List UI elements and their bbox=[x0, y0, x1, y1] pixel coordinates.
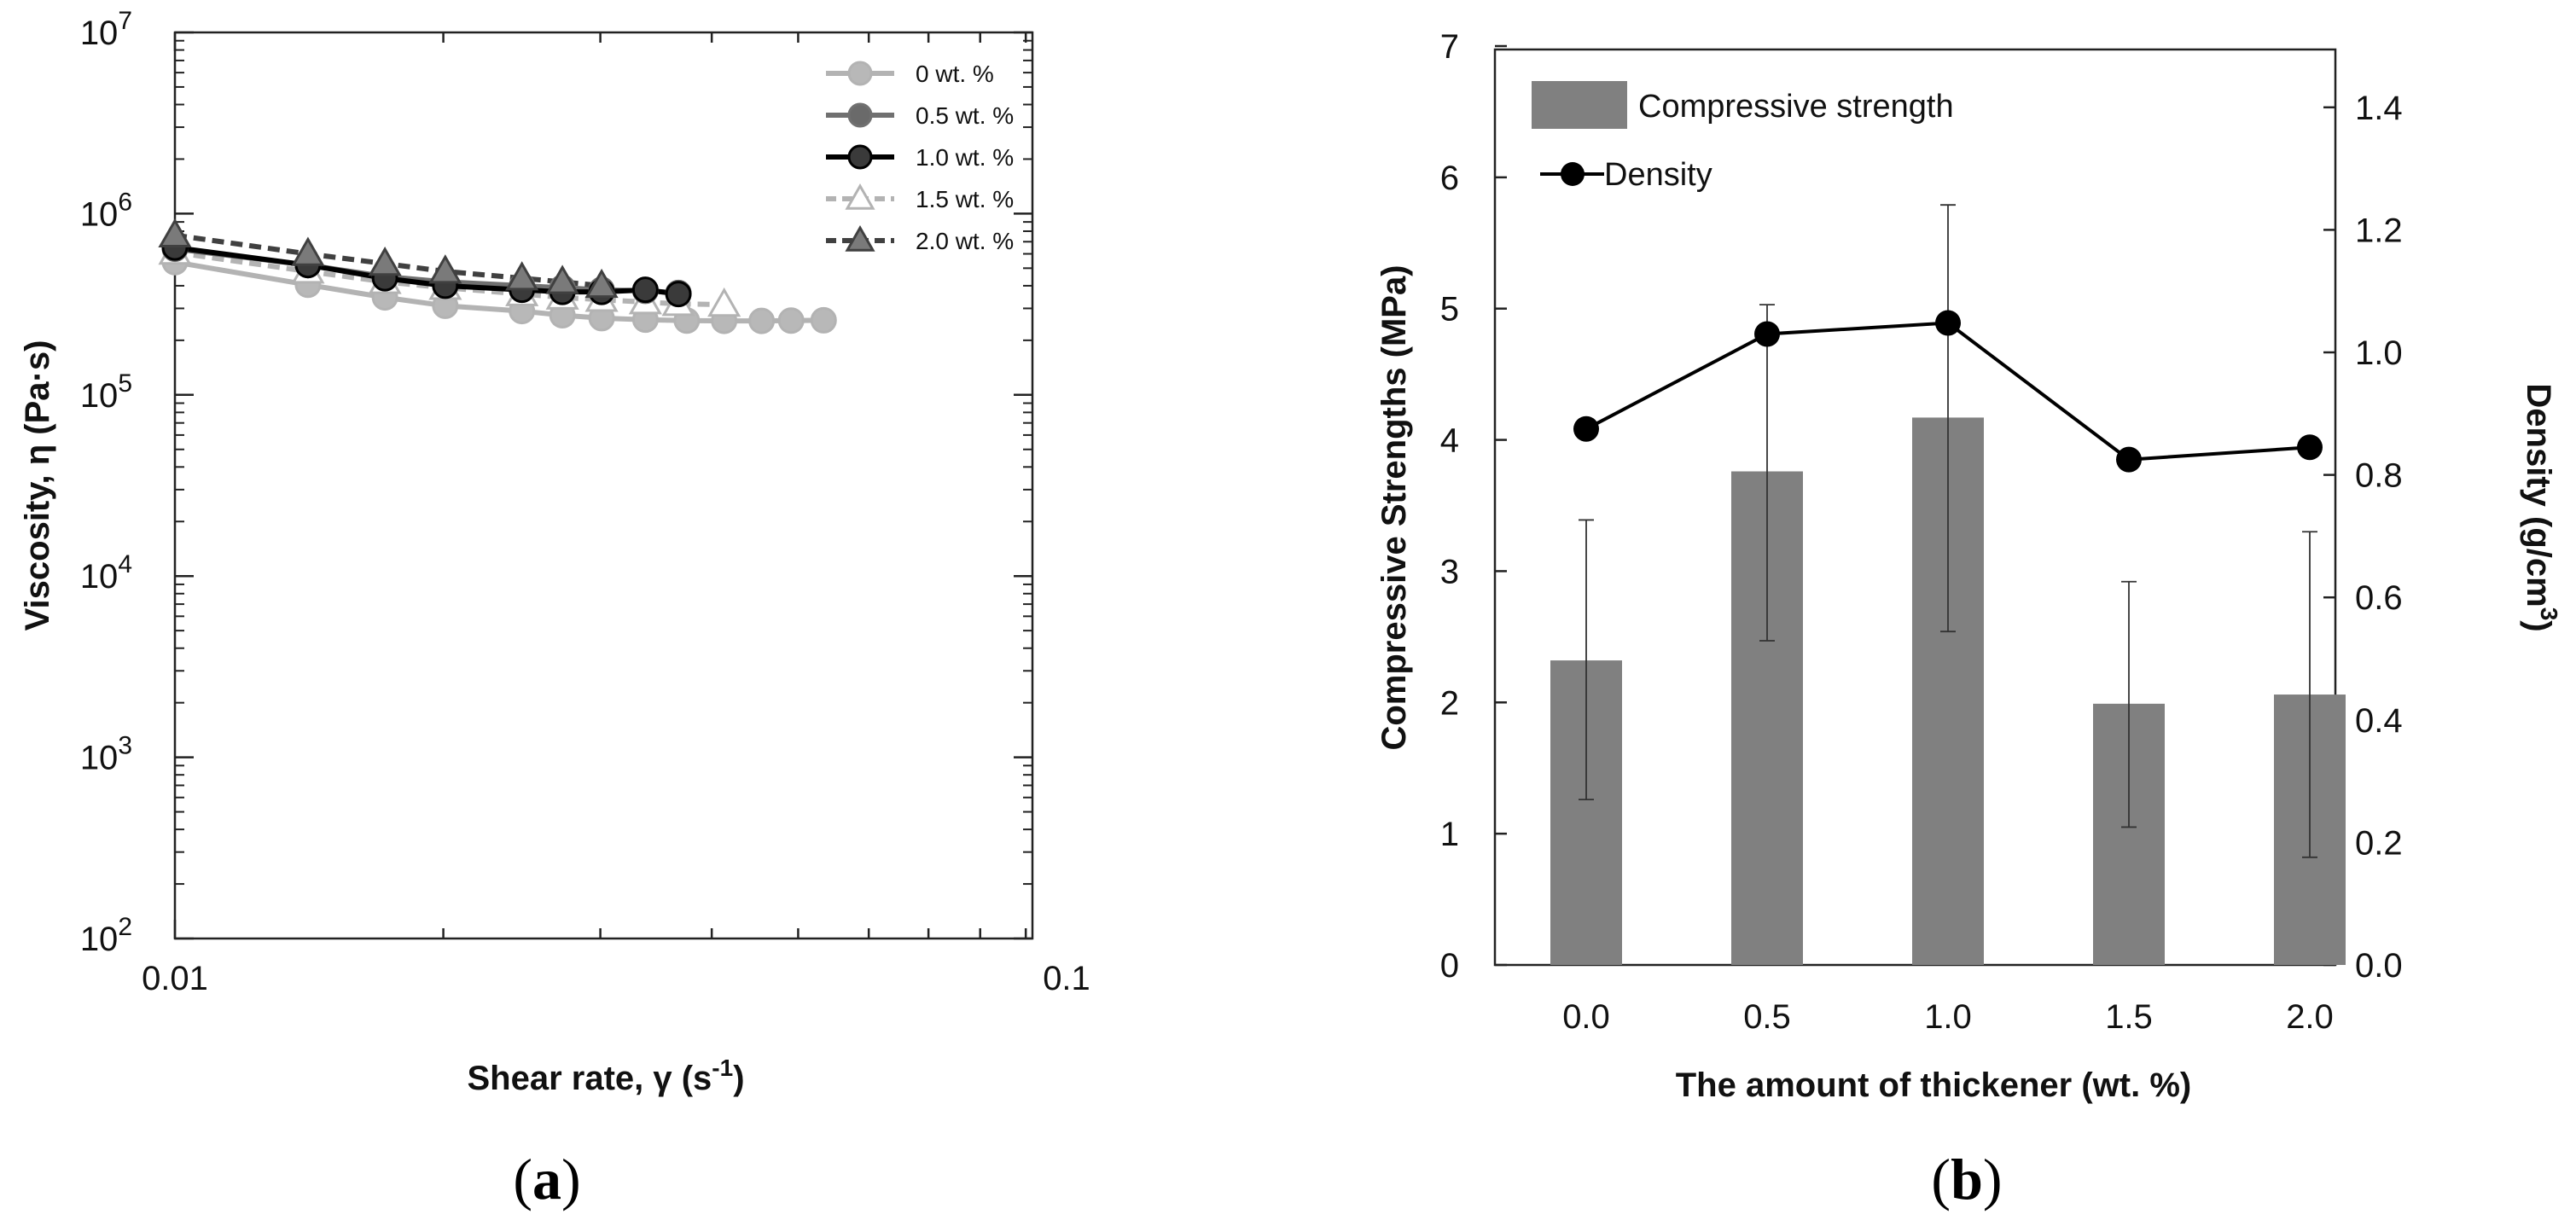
density-point bbox=[2116, 446, 2142, 473]
y2-tick-label: 0.2 bbox=[2355, 824, 2403, 862]
x-tick-label: 0.0 bbox=[1562, 998, 1610, 1036]
x-axis-title-a: Shear rate, γ (s-1) bbox=[467, 1055, 744, 1097]
y2-tick-labels-b: 0.0 0.2 0.4 0.6 0.8 1.0 1.2 1.4 bbox=[2355, 90, 2403, 985]
x-tick-label: 2.0 bbox=[2286, 998, 2334, 1036]
density-point bbox=[1935, 310, 1961, 336]
density-point bbox=[1573, 416, 1599, 442]
x-tick-label: 0.01 bbox=[142, 960, 208, 997]
x-tick-label: 1.5 bbox=[2105, 998, 2153, 1036]
viscosity-chart: 102 103 104 105 106 107 0.01 0.1 Viscosity, η … bbox=[19, 7, 1090, 1212]
data-point bbox=[631, 276, 659, 304]
plot-frame-a bbox=[173, 31, 1034, 940]
data-point bbox=[810, 306, 837, 334]
data-point bbox=[428, 254, 462, 284]
legend-marker bbox=[847, 144, 873, 170]
legend-marker bbox=[845, 224, 875, 252]
legend-label-compressive-strength: Compressive strength bbox=[1638, 89, 1954, 125]
y-tick-label: 104 bbox=[80, 550, 132, 596]
y-tick-label: 7 bbox=[1440, 28, 1459, 66]
data-point bbox=[748, 307, 776, 334]
data-point bbox=[707, 287, 741, 317]
y-tick-label: 107 bbox=[80, 7, 132, 52]
legend-marker bbox=[847, 61, 873, 86]
series-line bbox=[174, 250, 724, 307]
y-tick-labels-b: 0 1 2 3 4 5 6 7 bbox=[1440, 28, 1459, 985]
y2-tick-label: 0.8 bbox=[2355, 457, 2403, 495]
legend-label: 1.5 wt. % bbox=[916, 186, 1014, 212]
x-tick-label: 0.5 bbox=[1743, 998, 1791, 1036]
legend-swatch-compressive-strength bbox=[1532, 81, 1627, 129]
data-point bbox=[777, 307, 805, 334]
legend-label: 0 wt. % bbox=[916, 61, 994, 87]
series-group-a bbox=[158, 218, 837, 334]
y-axis-title-b: Compressive Strengths (MPa) bbox=[1375, 264, 1413, 750]
y-tick-label: 1 bbox=[1440, 816, 1459, 853]
x-tick-labels-a: 0.01 0.1 bbox=[142, 960, 1090, 997]
y2-tick-label: 1.0 bbox=[2355, 334, 2403, 372]
x-tick-label: 0.1 bbox=[1043, 960, 1090, 997]
density-point bbox=[2297, 434, 2323, 461]
data-point bbox=[291, 236, 325, 266]
y-tick-label: 3 bbox=[1440, 553, 1459, 590]
y-tick-label: 6 bbox=[1440, 160, 1459, 197]
x-tick-labels-b: 0.0 0.5 1.0 1.5 2.0 bbox=[1562, 998, 2334, 1036]
y-tick-label: 5 bbox=[1440, 291, 1459, 328]
y-tick-label: 0 bbox=[1440, 947, 1459, 985]
y-tick-label: 102 bbox=[80, 913, 132, 958]
panel-label-a: (a) bbox=[513, 1147, 580, 1212]
y-tick-label: 106 bbox=[80, 188, 132, 233]
strength-density-chart: 0 1 2 3 4 5 6 7 0.0 0.2 0.4 0.6 0.8 1.0 1.2 1.4 0.0 0.5… bbox=[1375, 28, 2562, 1212]
data-point bbox=[584, 268, 619, 299]
y2-tick-label: 0.6 bbox=[2355, 579, 2403, 617]
legend-marker-density bbox=[1561, 162, 1585, 186]
y-tick-label: 105 bbox=[80, 369, 132, 415]
x-axis-title-b: The amount of thickener (wt. %) bbox=[1676, 1066, 2191, 1104]
legend-label: 0.5 wt. % bbox=[916, 102, 1014, 129]
data-point bbox=[368, 246, 402, 276]
tick-marks-a bbox=[173, 31, 1032, 940]
data-point bbox=[545, 264, 579, 294]
y2-axis-title-b: Density (g/cm3) bbox=[2520, 383, 2562, 631]
x-tick-label: 1.0 bbox=[1924, 998, 1972, 1036]
legend-marker bbox=[847, 102, 873, 128]
y-tick-label: 4 bbox=[1440, 422, 1459, 460]
legend-label: 2.0 wt. % bbox=[916, 228, 1014, 254]
y2-tick-label: 0.0 bbox=[2355, 947, 2403, 985]
density-line-group-b bbox=[1573, 310, 2323, 473]
y-axis-title-a: Viscosity, η (Pa·s) bbox=[19, 340, 56, 631]
error-bar-group-b bbox=[1579, 204, 2317, 858]
legend-label: 1.0 wt. % bbox=[916, 144, 1014, 171]
y2-tick-label: 0.4 bbox=[2355, 702, 2403, 740]
y2-tick-label: 1.4 bbox=[2355, 90, 2403, 127]
data-point bbox=[665, 281, 692, 308]
y-tick-label: 103 bbox=[80, 732, 132, 777]
panel-label-b: (b) bbox=[1931, 1147, 2002, 1212]
y-tick-label: 2 bbox=[1440, 684, 1459, 722]
y-tick-labels-a: 102 103 104 105 106 107 bbox=[80, 7, 132, 958]
y2-tick-label: 1.2 bbox=[2355, 212, 2403, 249]
data-point bbox=[505, 261, 539, 291]
legend-marker bbox=[845, 183, 875, 210]
legend-label-density: Density bbox=[1604, 157, 1712, 193]
data-point bbox=[158, 218, 192, 247]
legend-a: 0 wt. % 0.5 wt. % 1.0 wt. % 1.5 wt. % 2.0 wt… bbox=[826, 61, 1014, 254]
density-point bbox=[1754, 321, 1780, 347]
